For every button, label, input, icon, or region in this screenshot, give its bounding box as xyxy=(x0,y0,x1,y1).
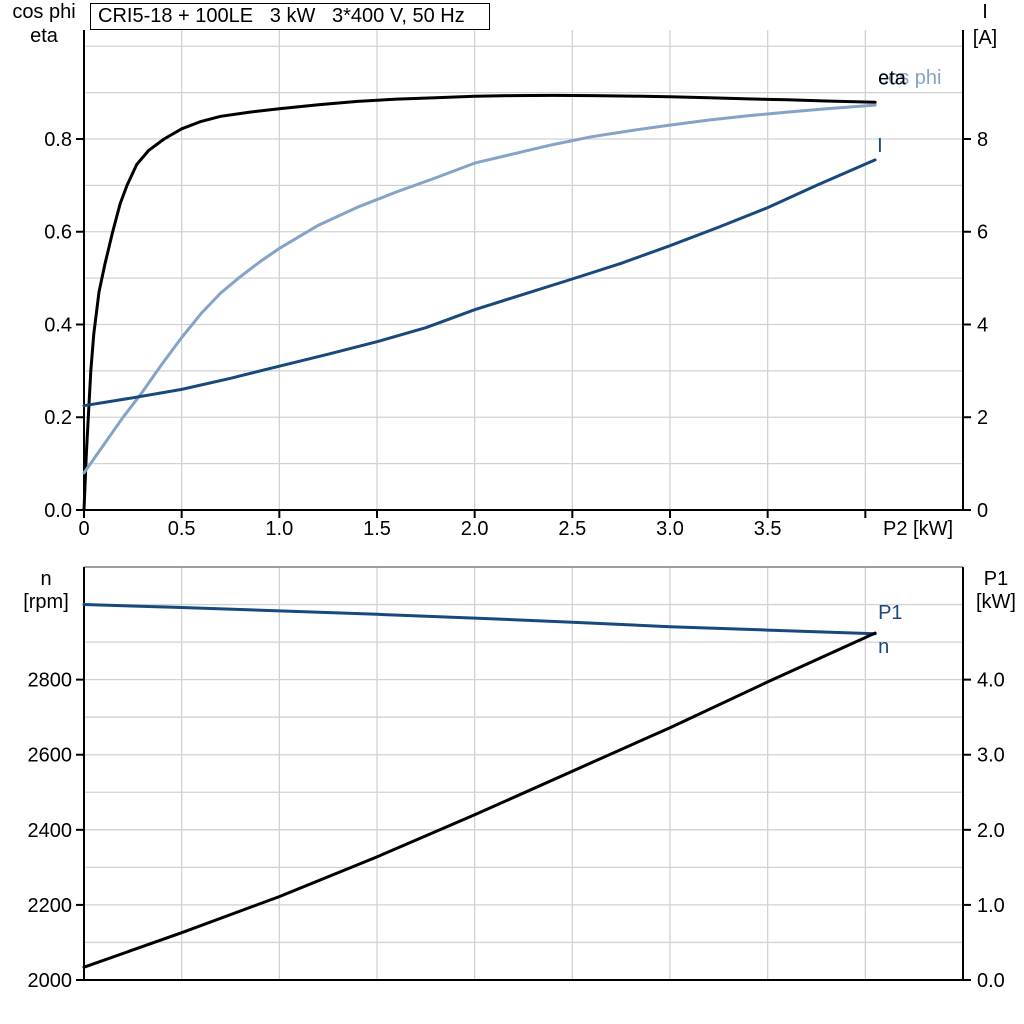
performance-lower-gridlines xyxy=(84,566,963,980)
n-curve-label: n xyxy=(878,636,889,658)
cos-phi-curve xyxy=(82,103,877,475)
performance-upper-gridlines xyxy=(84,30,963,510)
chart-title: CRI5-18 + 100LE 3 kW 3*400 V, 50 Hz xyxy=(98,5,465,27)
left-tick-label: 0.8 xyxy=(44,129,72,151)
left-tick-label: 2600 xyxy=(28,745,73,767)
p1-curve-label: P1 xyxy=(878,602,902,624)
p1-curve xyxy=(82,631,877,969)
right-tick-label: 3.0 xyxy=(977,745,1005,767)
x-tick-label: 1.5 xyxy=(363,518,391,540)
x-tick-label: 1.0 xyxy=(265,518,293,540)
left-axis-title: cos phi xyxy=(12,1,75,23)
x-tick-label: 3.5 xyxy=(754,518,782,540)
performance-lower: 200022002400260028000.01.02.03.04.0n[rpm… xyxy=(23,566,1016,992)
eta-curve-label: eta xyxy=(878,67,907,89)
right-axis-title: I xyxy=(982,1,988,23)
left-tick-label: 0.0 xyxy=(44,500,72,522)
left-tick-label: 0.2 xyxy=(44,407,72,429)
right-tick-label: 2 xyxy=(977,407,988,429)
left-axis-title: eta xyxy=(30,25,59,47)
left-tick-label: 0.4 xyxy=(44,314,72,336)
x-tick-label: 2.5 xyxy=(558,518,586,540)
performance-lower-curves: P1 n xyxy=(82,602,903,969)
right-axis-title: [A] xyxy=(973,27,997,49)
current-curve-label: I xyxy=(877,135,883,157)
right-tick-label: 4 xyxy=(977,314,988,336)
left-axis-title: [rpm] xyxy=(23,591,69,613)
right-axis-title: P1 xyxy=(984,568,1008,590)
left-tick-label: 2800 xyxy=(28,670,73,692)
right-tick-label: 6 xyxy=(977,222,988,244)
right-axis-title: [kW] xyxy=(976,591,1016,613)
right-tick-label: 2.0 xyxy=(977,820,1005,842)
n-curve xyxy=(82,603,877,636)
left-axis-title: n xyxy=(40,568,51,590)
x-tick-label: 0 xyxy=(78,518,89,540)
left-tick-label: 0.6 xyxy=(44,222,72,244)
left-tick-label: 2400 xyxy=(28,820,73,842)
left-tick-label: 2000 xyxy=(28,970,73,992)
x-tick-label: 3.0 xyxy=(656,518,684,540)
right-tick-label: 0.0 xyxy=(977,970,1005,992)
performance-upper-axes: 0 0.5 1.0 1.5 2.0 2.5 3.0 3.5 P2 [kW] 0.0 0.2 0.4 0.… xyxy=(12,1,997,540)
right-tick-label: 1.0 xyxy=(977,895,1005,917)
current-curve xyxy=(82,158,877,408)
left-tick-label: 2200 xyxy=(28,895,73,917)
right-tick-label: 4.0 xyxy=(977,670,1005,692)
right-tick-label: 8 xyxy=(977,129,988,151)
cos-phi-curve-label: cos phi xyxy=(878,67,941,89)
performance-upper: 0 0.5 1.0 1.5 2.0 2.5 3.0 3.5 P2 [kW] 0.0 0.2 0.4 0.… xyxy=(12,1,997,540)
right-tick-label: 0 xyxy=(977,500,988,522)
x-axis-label: P2 [kW] xyxy=(883,518,953,540)
eta-curve xyxy=(82,93,877,512)
x-tick-label: 0.5 xyxy=(168,518,196,540)
performance-lower-axes: 200022002400260028000.01.02.03.04.0n[rpm… xyxy=(23,567,1016,992)
chart-title-box: CRI5-18 + 100LE 3 kW 3*400 V, 50 Hz xyxy=(90,3,490,30)
x-tick-label: 2.0 xyxy=(461,518,489,540)
